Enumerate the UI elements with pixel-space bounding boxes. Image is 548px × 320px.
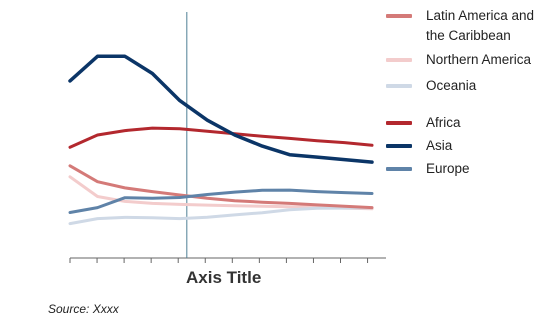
series-line-europe	[68, 188, 374, 214]
legend-swatch-northern-america	[386, 58, 412, 62]
series-line-africa	[68, 126, 374, 149]
legend-label-northern-america: Northern America	[426, 52, 532, 67]
legend-swatch-asia	[386, 144, 412, 148]
legend-item-europe: Europe	[386, 159, 470, 179]
series-line-latin-america-and-the-caribbean	[68, 164, 374, 210]
legend-label-oceania: Oceania	[426, 78, 477, 93]
source-note: Source: Xxxx	[48, 302, 119, 316]
legend-item-northern-america: Northern America	[386, 50, 531, 70]
legend-item-latin-america: Latin America and the Caribbean	[386, 6, 548, 46]
legend-item-africa: Africa	[386, 113, 461, 133]
legend-label-europe: Europe	[426, 161, 470, 176]
legend-item-asia: Asia	[386, 136, 452, 156]
series-line-oceania	[68, 206, 374, 226]
x-axis-title: Axis Title	[186, 268, 262, 287]
legend-swatch-europe	[386, 167, 412, 171]
series-line-asia	[68, 54, 374, 164]
legend-swatch-oceania	[386, 84, 412, 88]
legend-label-africa: Africa	[426, 115, 461, 130]
legend-label-asia: Asia	[426, 138, 453, 153]
legend-swatch-africa	[386, 121, 412, 125]
legend-swatch-latin-america	[386, 14, 412, 18]
legend-item-oceania: Oceania	[386, 76, 476, 96]
legend-label-latin-america: Latin America and the Caribbean	[426, 8, 535, 43]
